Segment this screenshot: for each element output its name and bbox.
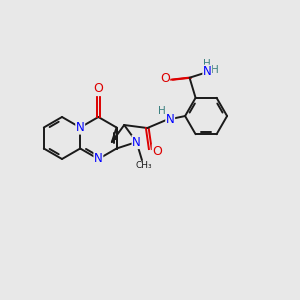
Text: N: N [166,112,175,125]
Text: N: N [203,65,212,78]
Text: O: O [160,72,169,85]
Text: N: N [132,136,141,148]
Text: H: H [158,106,166,116]
Text: H: H [203,59,211,69]
Text: O: O [152,145,162,158]
Text: CH₃: CH₃ [136,160,152,169]
Text: N: N [94,152,103,166]
Text: H: H [212,65,219,75]
Text: N: N [76,121,85,134]
Text: O: O [93,82,103,95]
